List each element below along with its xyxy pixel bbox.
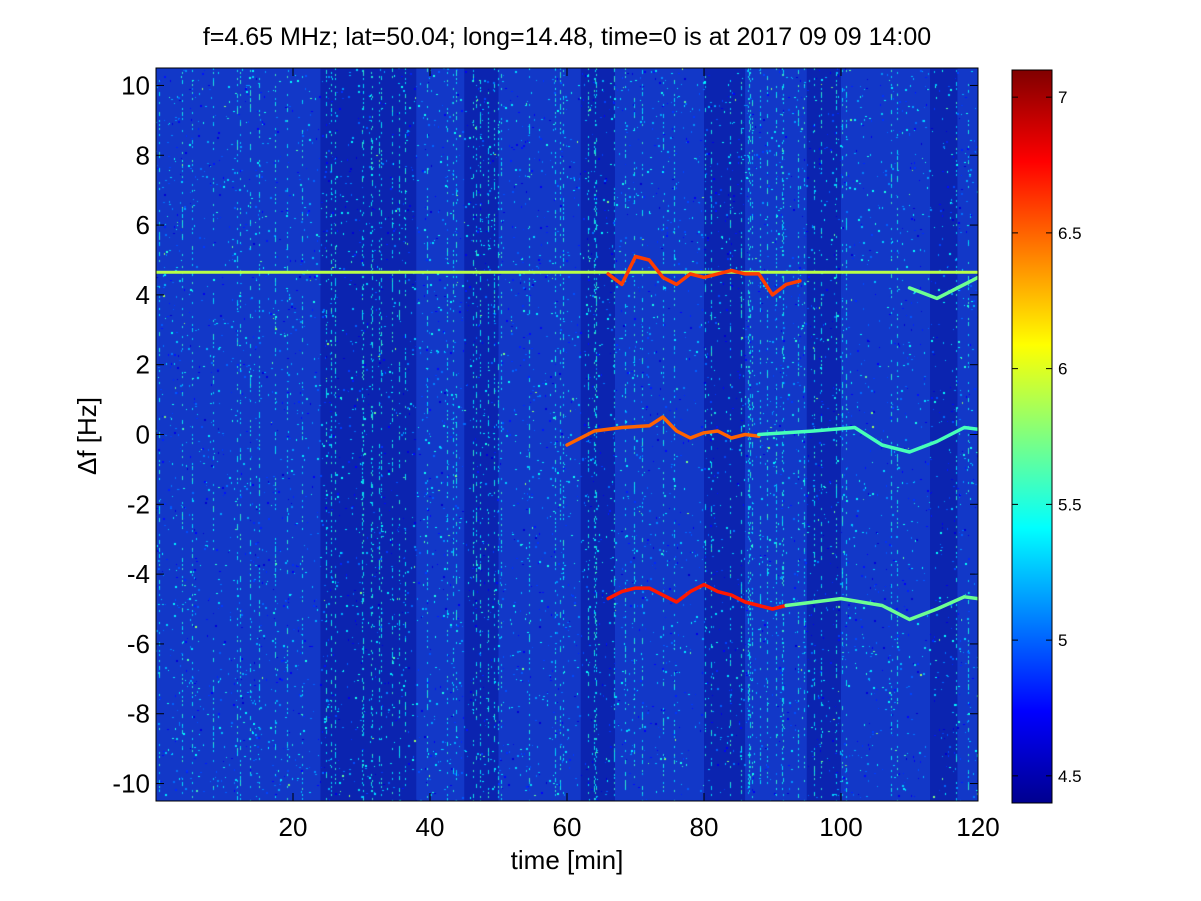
- trace-upper-sideband: [606, 254, 802, 297]
- x-tick-label: 80: [690, 812, 719, 842]
- trace-lower-sideband-tail: [784, 595, 978, 622]
- y-axis-label: Δf [Hz]: [72, 397, 102, 475]
- y-tick-label: -10: [112, 769, 150, 799]
- colorbar-tick-label: 5: [1058, 631, 1067, 650]
- x-axis: 20 40 60 80 100 120: [279, 68, 1000, 842]
- colorbar-tick-label: 6.5: [1058, 224, 1082, 243]
- y-tick-label: -4: [127, 559, 150, 589]
- y-tick-label: -2: [127, 489, 150, 519]
- x-tick-label: 20: [279, 812, 308, 842]
- y-tick-label: -6: [127, 629, 150, 659]
- colorbar-tick-label: 5.5: [1058, 495, 1082, 514]
- x-axis-label: time [min]: [511, 845, 624, 875]
- doppler-traces: [156, 254, 978, 622]
- y-tick-label: 10: [121, 70, 150, 100]
- x-tick-label: 120: [956, 812, 999, 842]
- colorbar-frame: [1011, 69, 1053, 804]
- y-tick-label: 6: [136, 210, 150, 240]
- colorbar-gradient: [1012, 70, 1052, 803]
- y-tick-label: 2: [136, 350, 150, 380]
- trace-upper-sideband-tail: [907, 275, 978, 301]
- chart-title: f=4.65 MHz; lat=50.04; long=14.48, time=…: [203, 23, 931, 51]
- colorbar-ticks: 4.5 5 5.5 6 6.5 7: [1012, 88, 1082, 786]
- colorbar-tick-label: 7: [1058, 88, 1067, 107]
- x-tick-label: 40: [416, 812, 445, 842]
- y-tick-label: 8: [136, 140, 150, 170]
- y-tick-label: 0: [136, 420, 150, 450]
- spectrogram-noise: [156, 68, 978, 801]
- x-tick-label: 100: [819, 812, 862, 842]
- x-tick-label: 60: [553, 812, 582, 842]
- trace-lower-sideband: [606, 582, 788, 611]
- y-axis: -10 -8 -6 -4 -2 0 2 4 6 8 10: [112, 70, 978, 799]
- y-tick-label: -8: [127, 699, 150, 729]
- colorbar-tick-label: 4.5: [1058, 767, 1082, 786]
- colorbar: 4.5 5 5.5 6 6.5 7: [1011, 69, 1082, 804]
- y-tick-label: 4: [136, 280, 150, 310]
- trace-zero-doppler: [565, 415, 761, 447]
- plot-area: [155, 67, 979, 802]
- colorbar-tick-label: 6: [1058, 360, 1067, 379]
- trace-zero-doppler-tail: [757, 425, 978, 454]
